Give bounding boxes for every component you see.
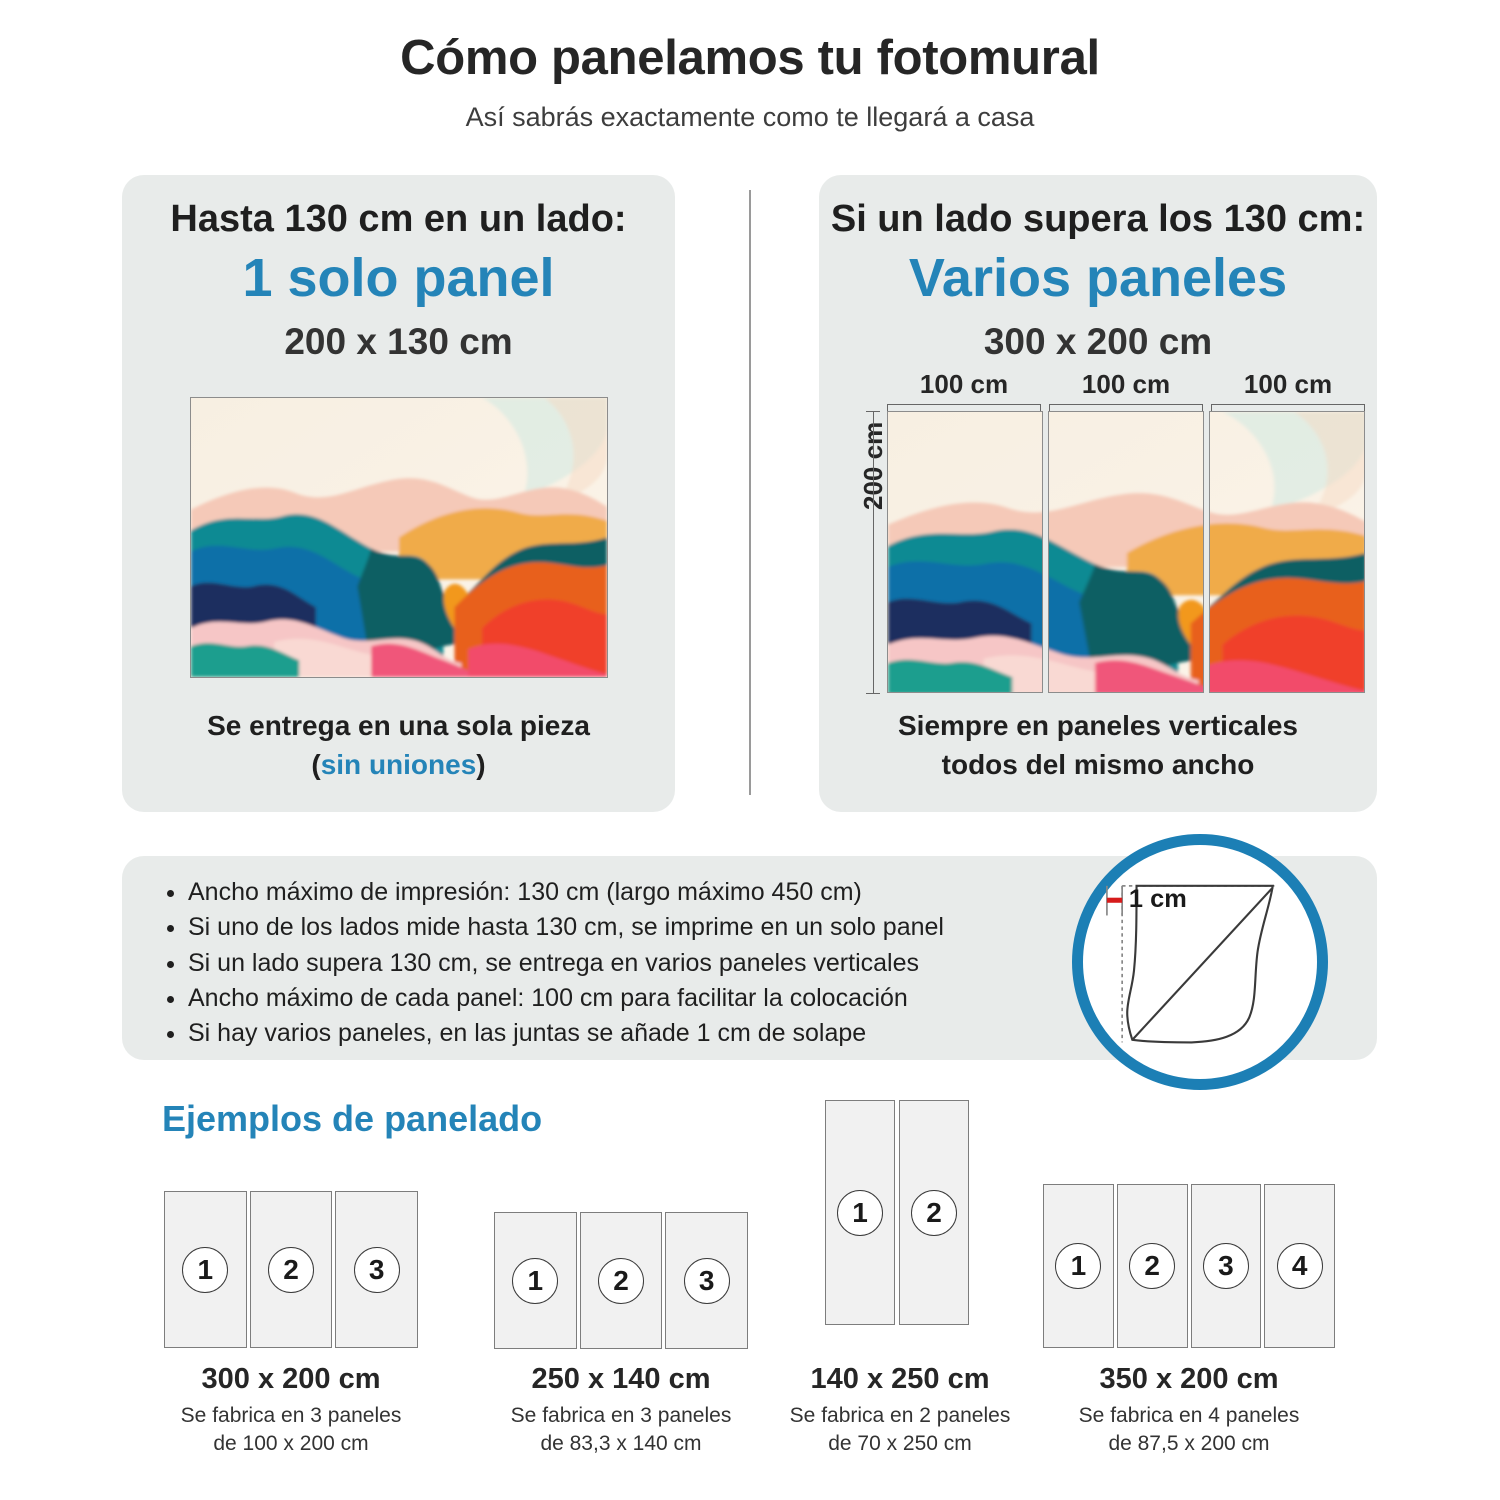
svg-text:1 cm: 1 cm bbox=[1129, 885, 1187, 913]
